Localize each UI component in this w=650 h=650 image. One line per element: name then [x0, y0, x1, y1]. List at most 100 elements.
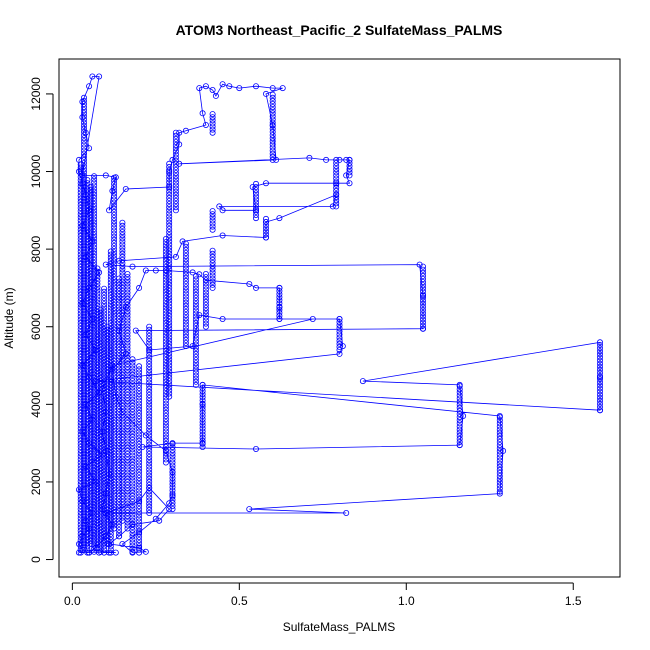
data-point	[87, 457, 94, 464]
data-point	[94, 299, 101, 306]
data-point	[169, 462, 176, 469]
data-point	[81, 296, 88, 303]
data-point	[182, 253, 189, 260]
data-point	[496, 479, 503, 486]
data-point	[81, 380, 88, 387]
data-point	[199, 422, 206, 429]
data-point	[166, 325, 173, 332]
data-point	[276, 297, 283, 304]
data-point	[94, 293, 101, 300]
data-point	[87, 270, 94, 277]
data-point	[597, 341, 604, 348]
data-point	[124, 345, 131, 352]
data-point	[87, 541, 94, 548]
data-point	[246, 280, 253, 287]
data-point	[81, 501, 88, 508]
data-point	[116, 483, 123, 490]
data-point	[79, 180, 86, 187]
data-point	[196, 85, 203, 92]
data-point	[116, 353, 123, 360]
data-point	[129, 521, 136, 528]
data-point	[202, 314, 209, 321]
data-point	[597, 351, 604, 358]
data-point	[94, 284, 101, 291]
data-point	[81, 290, 88, 297]
data-point	[89, 238, 96, 245]
data-point	[182, 308, 189, 315]
y-tick-label: 10000	[29, 155, 43, 189]
data-point	[333, 184, 340, 191]
data-point	[81, 104, 88, 111]
data-point	[116, 374, 123, 381]
data-point	[109, 521, 116, 528]
data-point	[81, 507, 88, 514]
data-point	[209, 208, 216, 215]
data-point	[136, 484, 143, 491]
data-point	[329, 203, 336, 210]
data-point	[192, 329, 199, 336]
data-point	[199, 416, 206, 423]
data-point	[162, 403, 169, 410]
data-point	[76, 168, 83, 175]
data-point	[87, 488, 94, 495]
data-point	[496, 438, 503, 445]
data-point	[456, 429, 463, 436]
data-point	[91, 256, 98, 263]
data-point	[94, 280, 101, 287]
data-point	[456, 426, 463, 433]
data-point	[87, 370, 94, 377]
data-point	[81, 377, 88, 384]
data-point	[77, 335, 84, 342]
data-point	[276, 294, 283, 301]
data-point	[336, 331, 343, 338]
data-point	[129, 549, 136, 556]
data-point	[76, 156, 83, 163]
data-point	[146, 357, 153, 364]
data-point	[87, 264, 94, 271]
data-point	[276, 304, 283, 311]
data-point	[81, 454, 88, 461]
data-point	[166, 253, 173, 260]
data-point	[136, 425, 143, 432]
data-point	[77, 490, 84, 497]
data-point	[192, 353, 199, 360]
data-point	[116, 309, 123, 316]
data-point	[101, 288, 108, 295]
data-point	[94, 302, 101, 309]
data-point	[456, 420, 463, 427]
data-point	[336, 322, 343, 329]
data-point	[87, 215, 94, 222]
data-point	[99, 506, 106, 513]
data-point	[136, 384, 143, 391]
data-point	[87, 298, 94, 305]
data-point	[91, 210, 98, 217]
data-point	[77, 307, 84, 314]
data-point	[116, 281, 123, 288]
x-tick-label: 0.5	[231, 594, 248, 608]
data-point	[136, 428, 143, 435]
data-point	[152, 267, 159, 274]
data-point	[162, 406, 169, 413]
data-point	[146, 395, 153, 402]
data-point	[269, 119, 276, 126]
data-point	[101, 316, 108, 323]
data-point	[209, 256, 216, 263]
data-point	[124, 280, 131, 287]
data-point	[124, 308, 131, 315]
data-point	[172, 185, 179, 192]
data-point	[166, 173, 173, 180]
data-point	[96, 269, 103, 276]
data-point	[87, 413, 94, 420]
data-point	[146, 429, 153, 436]
data-point	[129, 430, 136, 437]
data-point	[87, 221, 94, 228]
data-point	[202, 295, 209, 302]
data-point	[182, 259, 189, 266]
data-point	[209, 269, 216, 276]
data-point	[166, 197, 173, 204]
data-point	[209, 266, 216, 273]
data-point	[192, 307, 199, 314]
data-point	[111, 233, 118, 240]
data-point	[129, 474, 136, 481]
data-point	[202, 280, 209, 287]
